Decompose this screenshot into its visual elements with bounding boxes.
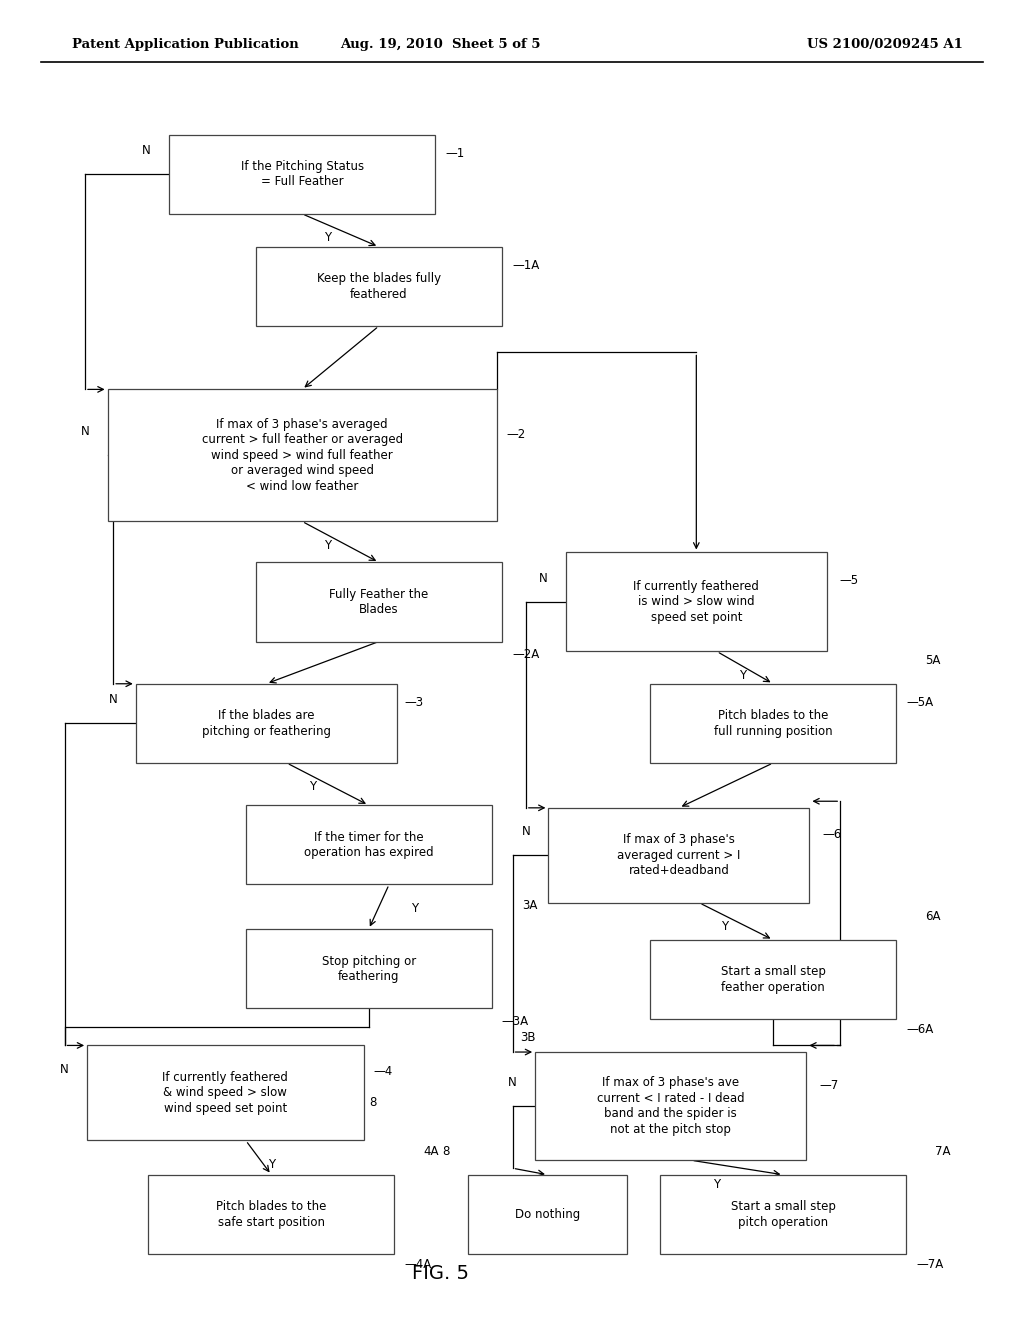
Text: Y: Y [309,780,315,793]
Text: Fully Feather the
Blades: Fully Feather the Blades [330,587,428,616]
Text: Start a small step
pitch operation: Start a small step pitch operation [731,1200,836,1229]
Text: —3: —3 [404,696,424,709]
Text: —6A: —6A [906,1023,934,1036]
Text: 8: 8 [442,1144,450,1158]
Bar [535,1052,807,1160]
Text: Keep the blades fully
feathered: Keep the blades fully feathered [316,272,441,301]
Bar [246,929,492,1008]
Text: —5A: —5A [906,696,933,709]
Text: —3A: —3A [502,1015,528,1028]
Bar [660,1175,906,1254]
Text: —2: —2 [507,428,526,441]
Bar [469,1175,627,1254]
Text: Y: Y [722,920,728,933]
Text: Stop pitching or
feathering: Stop pitching or feathering [322,954,416,983]
Text: If the Pitching Status
= Full Feather: If the Pitching Status = Full Feather [241,160,364,189]
Text: N: N [81,425,89,438]
Text: —5: —5 [840,574,859,587]
Text: —1: —1 [445,147,465,160]
Text: If max of 3 phase's averaged
current > full feather or averaged
wind speed > win: If max of 3 phase's averaged current > f… [202,418,402,492]
Text: 8: 8 [369,1096,377,1109]
Text: —4A: —4A [404,1258,432,1271]
Bar [650,940,896,1019]
Text: If currently feathered
is wind > slow wind
speed set point: If currently feathered is wind > slow wi… [634,579,759,624]
Bar [87,1045,364,1140]
Text: Y: Y [268,1158,274,1171]
Text: 5A: 5A [925,653,940,667]
Bar [256,247,502,326]
Text: If currently feathered
& wind speed > slow
wind speed set point: If currently feathered & wind speed > sl… [163,1071,288,1115]
Text: —1A: —1A [512,259,540,272]
Text: Y: Y [739,669,745,681]
Text: N: N [60,1063,69,1076]
Bar [169,135,435,214]
Text: 3B: 3B [520,1031,536,1044]
Text: N: N [539,572,548,585]
Text: Aug. 19, 2010  Sheet 5 of 5: Aug. 19, 2010 Sheet 5 of 5 [340,38,541,51]
Text: N: N [142,144,151,157]
Bar [549,808,810,903]
Text: If max of 3 phase's ave
current < I rated - I dead
band and the spider is
not at: If max of 3 phase's ave current < I rate… [597,1076,744,1137]
Bar [135,684,397,763]
Text: Y: Y [412,902,418,915]
Text: N: N [508,1076,517,1089]
Text: If max of 3 phase's
averaged current > I
rated+deadband: If max of 3 phase's averaged current > I… [617,833,740,878]
Text: Start a small step
feather operation: Start a small step feather operation [721,965,825,994]
Text: —2A: —2A [512,648,540,661]
Text: N: N [109,693,118,706]
Text: 3A: 3A [522,899,538,912]
Text: Pitch blades to the
safe start position: Pitch blades to the safe start position [216,1200,327,1229]
Text: Do nothing: Do nothing [515,1208,581,1221]
Bar [650,684,896,763]
Bar [565,553,827,651]
Text: 6A: 6A [925,909,940,923]
Text: US 2100/0209245 A1: US 2100/0209245 A1 [807,38,963,51]
Text: —6: —6 [822,828,842,841]
Text: FIG. 5: FIG. 5 [412,1265,469,1283]
Bar [108,389,497,521]
Text: —7A: —7A [916,1258,944,1271]
Text: N: N [521,825,530,838]
Text: 4A: 4A [423,1144,438,1158]
Text: 7A: 7A [935,1144,950,1158]
Text: —7: —7 [819,1078,839,1092]
Text: Y: Y [325,539,331,552]
Text: Pitch blades to the
full running position: Pitch blades to the full running positio… [714,709,833,738]
Bar [148,1175,394,1254]
Text: Patent Application Publication: Patent Application Publication [72,38,298,51]
Text: If the blades are
pitching or feathering: If the blades are pitching or feathering [202,709,331,738]
Bar [256,562,502,642]
Text: Y: Y [325,231,331,244]
Text: Y: Y [714,1177,720,1191]
Text: If the timer for the
operation has expired: If the timer for the operation has expir… [304,830,433,859]
Text: —4: —4 [374,1065,393,1078]
Bar [246,805,492,884]
